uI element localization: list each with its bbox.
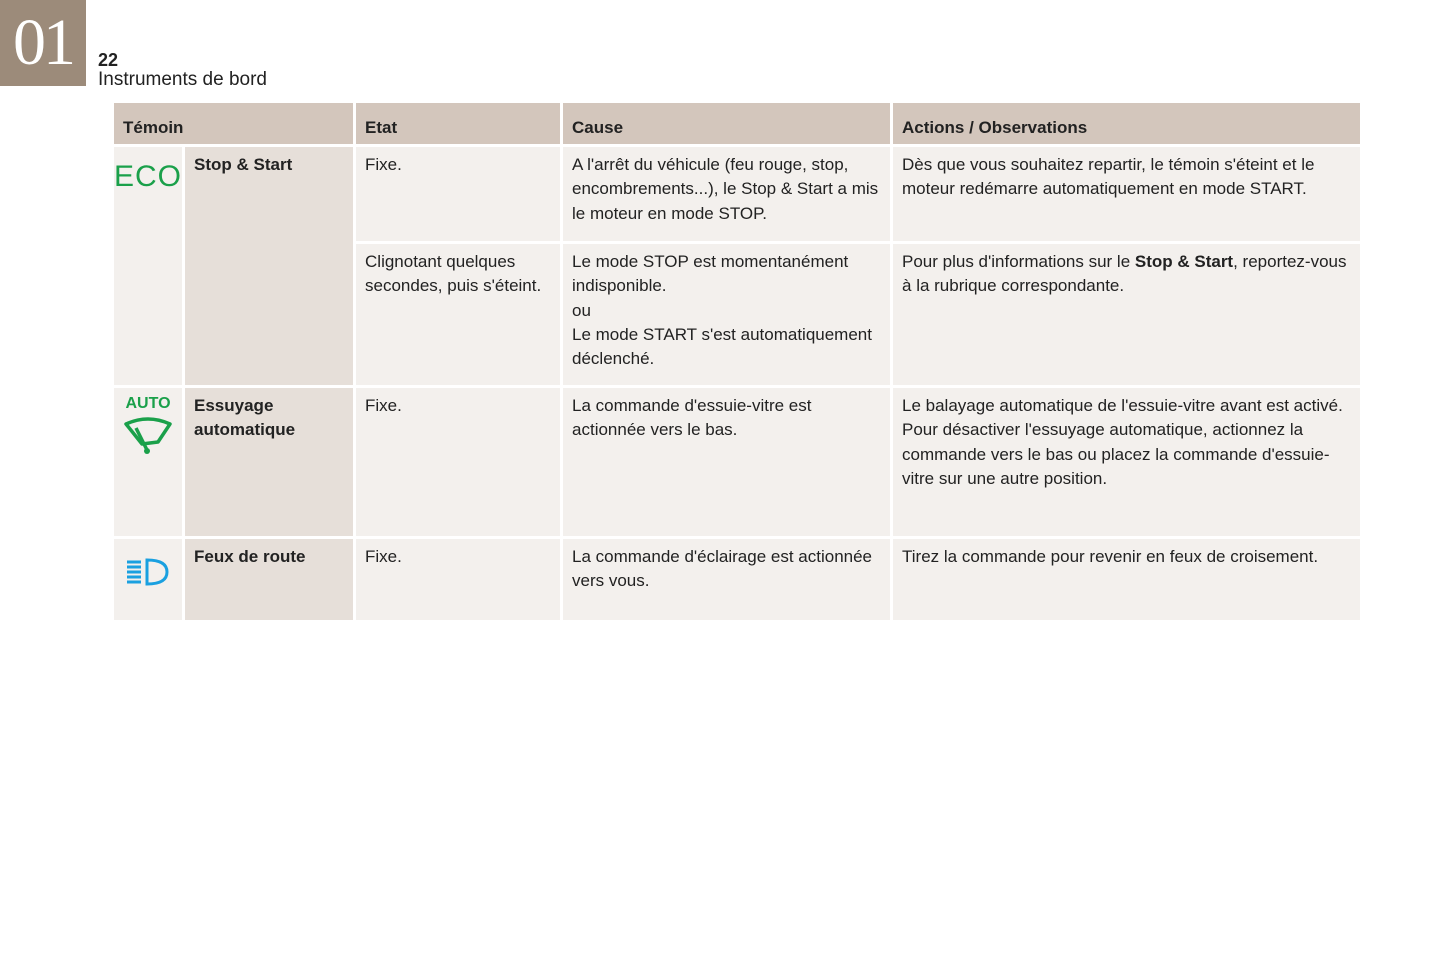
table-header-row: Témoin Etat Cause Actions / Observations: [114, 103, 1361, 144]
etat-cell: Fixe.: [356, 388, 561, 536]
indicator-name: Stop & Start: [185, 147, 354, 385]
cause-line: ou: [572, 300, 591, 320]
column-header: Actions / Observations: [893, 103, 1361, 144]
actions-text: , reportez-vous à la rubrique correspond…: [902, 252, 1347, 296]
eco-icon: ECO: [114, 160, 183, 193]
etat-cell: Fixe.: [356, 147, 561, 241]
actions-cell: Pour plus d'informations sur le Stop & S…: [893, 244, 1361, 385]
indicator-name: Essuyage automatique: [185, 388, 354, 536]
cause-cell: Le mode STOP est momentanément indisponi…: [563, 244, 891, 385]
cause-cell: La commande d'éclairage est actionnée ve…: [563, 539, 891, 620]
warning-lights-table: Témoin Etat Cause Actions / Observations…: [111, 100, 1363, 623]
etat-cell: Clignotant quelques secondes, puis s'éte…: [356, 244, 561, 385]
chapter-badge: 01: [0, 0, 86, 86]
table-row: AUTO Essuyage automatique Fixe. La comma…: [114, 388, 1361, 536]
column-header: Cause: [563, 103, 891, 144]
table-row: Clignotant quelques secondes, puis s'éte…: [114, 244, 1361, 385]
page-number: 22: [98, 50, 119, 70]
actions-line: Le balayage automatique de l'essuie-vitr…: [902, 396, 1343, 415]
table-row: Feux de route Fixe. La commande d'éclair…: [114, 539, 1361, 620]
table-row: ECO Stop & Start Fixe. A l'arrêt du véhi…: [114, 147, 1361, 385]
etat-cell: Fixe.: [356, 539, 561, 620]
cause-cell: A l'arrêt du véhicule (feu rouge, stop, …: [563, 147, 891, 241]
actions-line: Pour désactiver l'essuyage automatique, …: [902, 420, 1330, 488]
actions-cell: Dès que vous souhaitez repartir, le témo…: [893, 147, 1361, 241]
high-beam-icon: [127, 558, 169, 586]
cause-line: Le mode START s'est automatiquement décl…: [572, 324, 872, 369]
indicator-name: Feux de route: [185, 539, 354, 620]
column-header: Etat: [356, 103, 561, 144]
wiper-icon: [124, 417, 172, 455]
actions-cell: Tirez la commande pour revenir en feux d…: [893, 539, 1361, 620]
column-header: Témoin: [114, 103, 354, 144]
icon-cell: ECO: [114, 147, 183, 385]
actions-bold: Stop & Start: [1134, 252, 1234, 271]
auto-label: AUTO: [125, 395, 171, 412]
cause-line: Le mode STOP est momentanément indisponi…: [572, 252, 849, 296]
actions-text: Pour plus d'informations sur le: [902, 252, 1135, 271]
actions-cell: Le balayage automatique de l'essuie-vitr…: [893, 388, 1361, 536]
cause-cell: La commande d'essuie-vitre est actionnée…: [563, 388, 891, 536]
icon-cell: AUTO: [114, 388, 183, 536]
icon-cell: [114, 539, 183, 620]
section-title: Instruments de bord: [98, 69, 267, 90]
